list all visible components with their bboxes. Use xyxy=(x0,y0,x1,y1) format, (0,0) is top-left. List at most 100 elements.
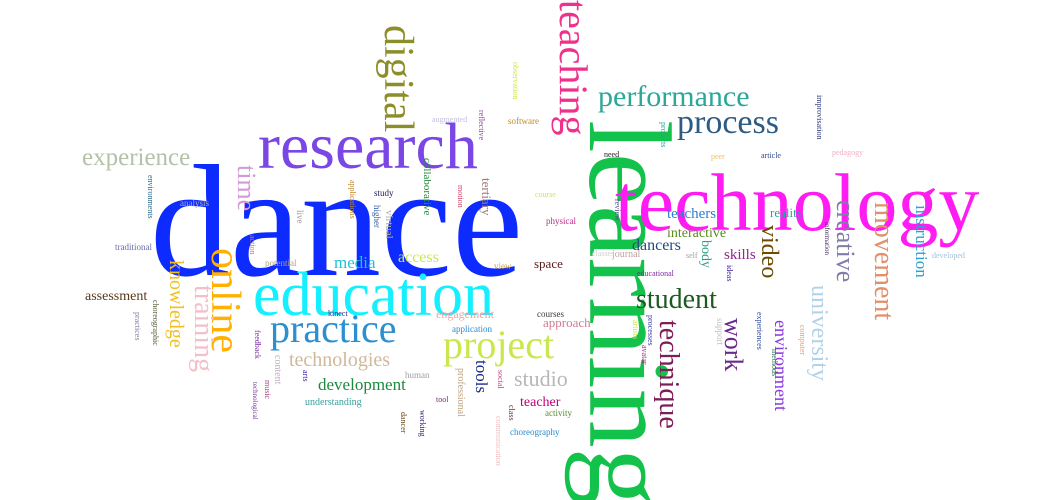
word-training: training xyxy=(188,285,219,372)
word-tools: tools xyxy=(472,360,491,393)
word-teaching: teaching xyxy=(551,0,596,136)
word-peer: peer xyxy=(711,152,725,161)
word-skills: skills xyxy=(724,247,756,263)
word-interactive: interactive xyxy=(667,226,726,241)
word-environment: environment xyxy=(771,320,791,411)
word-human: human xyxy=(405,370,430,380)
word-computer: computer xyxy=(798,325,807,356)
word-review: review xyxy=(613,199,622,221)
word-practice: practice xyxy=(270,306,397,351)
word-environments: environments xyxy=(146,175,155,219)
word-technologies: technologies xyxy=(289,349,390,371)
word-activity: activity xyxy=(545,408,572,418)
word-body: body xyxy=(698,240,713,268)
word-class: class xyxy=(507,405,516,421)
word-feedback: feedback xyxy=(253,330,262,359)
word-knowledge: knowledge xyxy=(165,260,187,348)
word-learning: learning xyxy=(564,120,695,500)
word-information: information xyxy=(823,222,831,256)
word-courses: courses xyxy=(537,309,564,319)
word-content: content xyxy=(272,355,283,385)
word-developed: developed xyxy=(932,251,965,260)
word-education: education xyxy=(253,261,494,329)
word-application: application xyxy=(452,324,492,334)
word-process: process xyxy=(677,104,779,141)
word-physical: physical xyxy=(546,216,576,226)
word-motion: motion xyxy=(456,185,465,208)
word-creative: creative xyxy=(831,200,860,282)
word-tertiary: tertiary xyxy=(479,178,494,216)
word-analysis: analysis xyxy=(180,198,209,208)
word-project: project xyxy=(443,322,554,367)
word-avatar: avatar xyxy=(640,345,649,365)
word-higher: higher xyxy=(372,205,382,228)
word-practices: practices xyxy=(133,312,142,340)
word-live: live xyxy=(295,210,305,224)
word-need: need xyxy=(604,150,619,159)
word-reality: reality xyxy=(770,205,804,220)
word-assessment: assessment xyxy=(85,289,147,304)
word-performance: performance xyxy=(598,80,750,113)
word-self: self xyxy=(686,251,698,260)
word-applications: applications xyxy=(348,180,357,219)
word-dancers: dancers xyxy=(632,237,681,254)
word-journal: journal xyxy=(611,249,641,260)
word-processes: processes xyxy=(646,315,655,346)
word-support: support xyxy=(715,318,725,345)
word-course: course xyxy=(535,190,556,199)
word-pedagogy: pedagogy xyxy=(832,148,863,157)
word-music: music xyxy=(263,380,272,400)
word-technique: technique xyxy=(653,320,684,429)
word-studio: studio xyxy=(514,366,568,391)
word-research: research xyxy=(258,110,478,183)
word-tool: tool xyxy=(436,395,449,404)
word-software: software xyxy=(508,116,539,126)
word-potential: potential xyxy=(265,258,297,268)
word-arts: arts xyxy=(301,370,310,382)
word-study: study xyxy=(374,188,394,198)
word-engagement: engagement xyxy=(436,307,495,321)
word-observation: observation xyxy=(511,62,520,99)
word-choreographic: choreographic xyxy=(151,300,160,346)
word-dance: dance xyxy=(150,132,523,310)
word-technological: technological xyxy=(251,382,259,420)
word-article: article xyxy=(761,151,781,160)
word-video: video xyxy=(756,225,782,278)
word-technology: technology xyxy=(615,157,979,248)
word-ideas: ideas xyxy=(725,265,734,281)
word-collaborative: collaborative xyxy=(421,158,433,216)
word-working: working xyxy=(418,410,427,437)
word-social: social xyxy=(496,370,505,389)
word-media: media xyxy=(334,253,376,272)
word-professional: professional xyxy=(455,368,466,417)
word-time: time xyxy=(232,165,261,211)
word-online: online xyxy=(202,248,248,353)
word-virtual: virtual xyxy=(383,210,395,239)
word-kinect: kinect xyxy=(328,309,348,318)
word-action: action xyxy=(248,235,257,255)
word-classes: classes xyxy=(592,249,614,258)
word-teachers: teachers xyxy=(667,206,716,222)
word-development: development xyxy=(318,375,406,394)
word-approach: approach xyxy=(543,315,591,330)
word-university: university xyxy=(806,285,832,381)
word-traditional: traditional xyxy=(115,242,152,252)
word-choreography: choreography xyxy=(510,427,560,437)
word-space: space xyxy=(534,256,563,271)
word-educational: educational xyxy=(637,269,675,278)
word-work: work xyxy=(719,318,748,371)
word-artists: artists xyxy=(631,320,640,339)
word-movement: movement xyxy=(868,202,899,320)
word-methods: methods xyxy=(770,349,779,376)
word-student: student xyxy=(636,284,717,315)
word-access: access xyxy=(398,249,439,266)
word-dancer: dancer xyxy=(399,412,408,434)
word-experience: experience xyxy=(82,144,190,171)
word-teacher: teacher xyxy=(520,395,561,410)
word-instruction: instruction xyxy=(912,205,931,278)
word-communication: communication xyxy=(494,416,503,466)
word-digital: digital xyxy=(375,25,421,132)
word-view: view xyxy=(494,261,512,271)
word-understanding: understanding xyxy=(305,397,362,408)
